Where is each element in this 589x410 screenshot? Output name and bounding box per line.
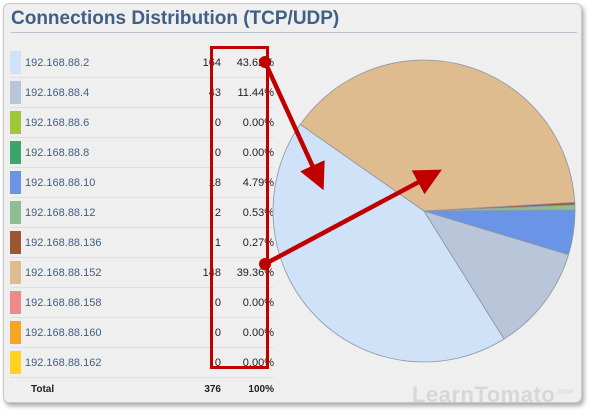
total-count: 376 <box>173 377 227 400</box>
total-row: Total 376 100% <box>10 377 274 400</box>
ip-address[interactable]: 192.168.88.6 <box>25 107 173 138</box>
ip-address[interactable]: 192.168.88.4 <box>25 77 173 108</box>
connection-count: 148 <box>173 257 227 288</box>
table-row: 192.168.88.136 1 0.27% <box>10 227 274 258</box>
color-swatch <box>10 48 25 78</box>
ip-address[interactable]: 192.168.88.152 <box>25 257 173 288</box>
percent-highlight-box <box>210 46 269 369</box>
table-row: 192.168.88.6 0 0.00% <box>10 107 274 138</box>
connection-count: 0 <box>173 137 227 168</box>
ip-address[interactable]: 192.168.88.12 <box>25 197 173 228</box>
total-label: Total <box>25 377 173 400</box>
ip-address[interactable]: 192.168.88.162 <box>25 347 173 378</box>
color-swatch <box>10 77 25 108</box>
color-swatch <box>10 347 25 378</box>
table-row: 192.168.88.158 0 0.00% <box>10 287 274 318</box>
table-row: 192.168.88.10 18 4.79% <box>10 167 274 198</box>
panel-title: Connections Distribution (TCP/UDP) <box>11 8 340 29</box>
ip-address[interactable]: 192.168.88.10 <box>25 167 173 198</box>
ip-address[interactable]: 192.168.88.136 <box>25 227 173 258</box>
watermark-logo: LearnTomato.com <box>412 382 574 403</box>
ip-address[interactable]: 192.168.88.160 <box>25 317 173 348</box>
total-percent: 100% <box>227 377 274 400</box>
ip-address[interactable]: 192.168.88.8 <box>25 137 173 168</box>
connection-count: 0 <box>173 317 227 348</box>
color-swatch <box>10 317 25 348</box>
title-divider <box>11 32 577 33</box>
annotation-arrow-bottom <box>263 169 442 266</box>
color-swatch <box>10 287 25 318</box>
color-swatch <box>10 227 25 258</box>
color-swatch <box>10 257 25 288</box>
connection-count: 2 <box>173 197 227 228</box>
connection-count: 0 <box>173 287 227 318</box>
color-swatch <box>10 167 25 198</box>
color-swatch <box>10 107 25 138</box>
color-swatch <box>10 197 25 228</box>
connection-count: 164 <box>173 48 227 78</box>
pie-slice-192-168-88-152 <box>299 59 576 212</box>
pie-slice-192-168-88-2 <box>272 123 505 363</box>
connection-count: 1 <box>173 227 227 258</box>
connection-count: 0 <box>173 107 227 138</box>
annotation-arrow-top <box>262 61 325 191</box>
color-swatch <box>10 137 25 168</box>
ip-address[interactable]: 192.168.88.158 <box>25 287 173 318</box>
ip-address[interactable]: 192.168.88.2 <box>25 48 173 78</box>
pie-slice-192-168-88-4 <box>423 210 570 340</box>
connection-count: 0 <box>173 347 227 378</box>
